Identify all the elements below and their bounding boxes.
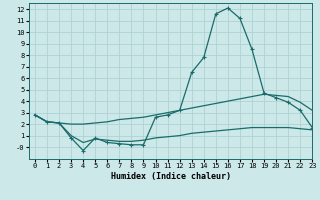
X-axis label: Humidex (Indice chaleur): Humidex (Indice chaleur) (111, 172, 231, 181)
